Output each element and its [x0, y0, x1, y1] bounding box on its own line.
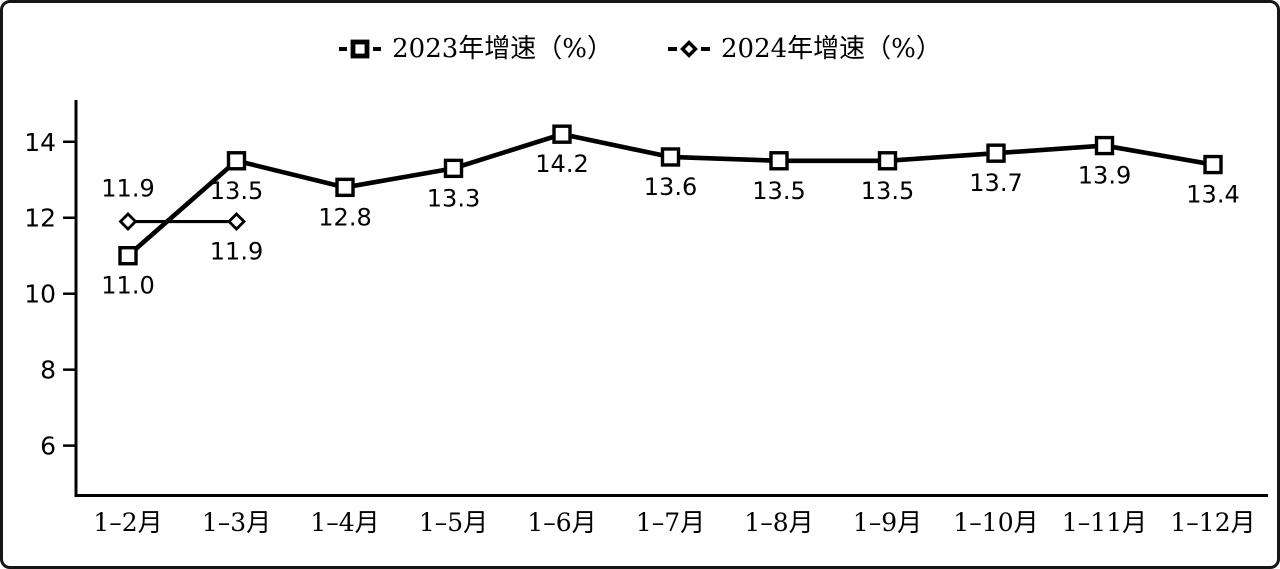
square-marker	[1094, 135, 1115, 156]
data-label: 13.9	[1078, 162, 1131, 190]
square-marker	[118, 246, 138, 266]
x-axis-label: 1–12月	[1170, 508, 1255, 537]
x-axis-label: 1–9月	[853, 508, 922, 537]
data-label: 13.4	[1186, 181, 1239, 209]
data-label: 14.2	[535, 150, 588, 178]
square-marker	[986, 143, 1006, 163]
data-label: 13.7	[969, 169, 1022, 197]
data-label: 11.0	[101, 272, 154, 300]
legend-label-2023: 2023年增速（%）	[392, 34, 613, 64]
data-label: 12.8	[318, 203, 371, 231]
data-label: 13.5	[210, 177, 263, 205]
square-marker	[877, 151, 898, 171]
diamond-marker	[227, 212, 246, 232]
square-marker	[769, 151, 789, 171]
square-marker	[335, 177, 355, 198]
data-label: 13.5	[861, 177, 914, 205]
diamond-marker	[118, 212, 138, 232]
x-axis-label: 1–6月	[527, 508, 596, 537]
chart-legend: 2023年增速（%） 2024年增速（%）	[3, 36, 1277, 62]
x-axis-label: 1–4月	[310, 508, 379, 537]
square-marker	[660, 147, 681, 167]
legend-label-2024: 2024年增速（%）	[721, 34, 942, 64]
y-tick-label: 10	[24, 280, 56, 309]
data-label: 11.9	[101, 175, 154, 203]
y-tick-label: 6	[40, 432, 56, 461]
y-tick-label: 14	[24, 128, 56, 157]
y-tick-label: 12	[24, 204, 56, 233]
x-axis-label: 1–7月	[636, 508, 705, 537]
x-axis-label: 1–2月	[93, 508, 162, 537]
data-label: 13.6	[644, 173, 697, 201]
square-marker	[226, 151, 247, 171]
chart-axes	[74, 100, 1268, 497]
square-marker	[552, 124, 572, 144]
legend-item-2024: 2024年增速（%）	[667, 36, 942, 62]
x-axis-label: 1–8月	[744, 508, 813, 537]
x-axis-label: 1–10月	[953, 508, 1038, 537]
data-label: 13.3	[427, 184, 480, 212]
y-tick-label: 8	[40, 356, 56, 385]
x-axis-label: 1–11月	[1062, 508, 1147, 537]
square-marker-icon	[339, 39, 382, 59]
square-marker	[1203, 154, 1223, 175]
diamond-marker-icon	[668, 40, 710, 58]
x-axis-label: 1–3月	[202, 508, 271, 537]
data-label: 13.5	[752, 177, 805, 205]
data-label: 11.9	[210, 238, 263, 266]
x-axis-label: 1–5月	[419, 508, 488, 537]
square-marker	[443, 158, 464, 179]
legend-item-2023: 2023年增速（%）	[338, 36, 613, 62]
